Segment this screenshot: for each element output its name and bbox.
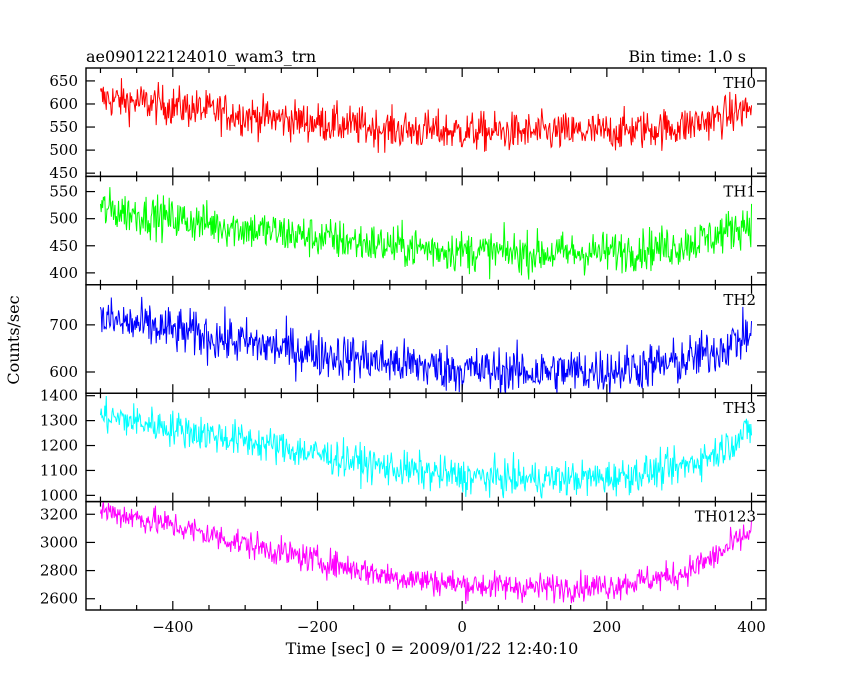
- bin-time-label: Bin time: 1.0 s: [628, 47, 746, 66]
- panel-label-th0: TH0: [723, 74, 756, 92]
- y-tick-label: 550: [49, 183, 78, 201]
- series-line-th2: [99, 296, 753, 394]
- y-tick-label: 1300: [40, 412, 78, 430]
- y-tick-label: 1000: [40, 486, 78, 504]
- x-tick-label: −400: [152, 618, 193, 636]
- series-line-th0: [99, 78, 753, 153]
- y-tick-label: 2800: [40, 562, 78, 580]
- panel-frame: [85, 392, 767, 503]
- series-line-th0123: [99, 501, 753, 605]
- y-tick-label: 3000: [40, 533, 78, 551]
- y-tick-label: 450: [49, 237, 78, 255]
- x-tick-label: 400: [737, 618, 766, 636]
- y-tick-label: 2600: [40, 590, 78, 608]
- x-axis-tick-labels: −400 −200 0 200 400: [152, 618, 766, 636]
- y-tick-label: 550: [49, 118, 78, 136]
- series-line-th3: [99, 396, 753, 499]
- panel-th0: 450 500 550 600 650 TH0: [49, 67, 767, 182]
- series-line-th1: [99, 187, 753, 280]
- y-tick-label: 3200: [40, 505, 78, 523]
- y-tick-label: 600: [49, 95, 78, 113]
- y-tick-label: 700: [49, 316, 78, 334]
- y-tick-label: 500: [49, 141, 78, 159]
- y-tick-label: 1100: [40, 461, 78, 479]
- x-tick-label: 200: [593, 618, 622, 636]
- panel-label-th0123: TH0123: [695, 508, 756, 526]
- panel-label-th3: TH3: [723, 399, 756, 417]
- y-tick-label: 1200: [40, 437, 78, 455]
- panel-th0123: 2600 2800 3000 3200 TH0123: [40, 500, 767, 611]
- x-axis-title: Time [sec] 0 = 2009/01/22 12:40:10: [286, 639, 579, 658]
- y-tick-label: 1400: [40, 387, 78, 405]
- x-tick-label: −200: [297, 618, 338, 636]
- panel-label-th1: TH1: [723, 182, 756, 200]
- y-tick-label: 400: [49, 264, 78, 282]
- y-axis-title: Counts/sec: [4, 295, 23, 384]
- panel-th1: 400 450 500 550 TH1: [49, 175, 767, 286]
- object-name-label: ae090122124010_wam3_trn: [86, 47, 316, 66]
- panel-th3: 1000 1100 1200 1300 1400 TH3: [40, 387, 767, 504]
- panel-th2: 600 700 TH2: [49, 284, 767, 394]
- panel-frame: [85, 500, 767, 611]
- panel-stack: 450 500 550 600 650 TH0 400 450 500 550 TH1 600 700 T…: [40, 67, 767, 611]
- y-tick-label: 500: [49, 210, 78, 228]
- y-tick-label: 650: [49, 72, 78, 90]
- x-tick-label: 0: [457, 618, 467, 636]
- y-tick-label: 450: [49, 164, 78, 182]
- panel-label-th2: TH2: [723, 291, 756, 309]
- y-tick-label: 600: [49, 363, 78, 381]
